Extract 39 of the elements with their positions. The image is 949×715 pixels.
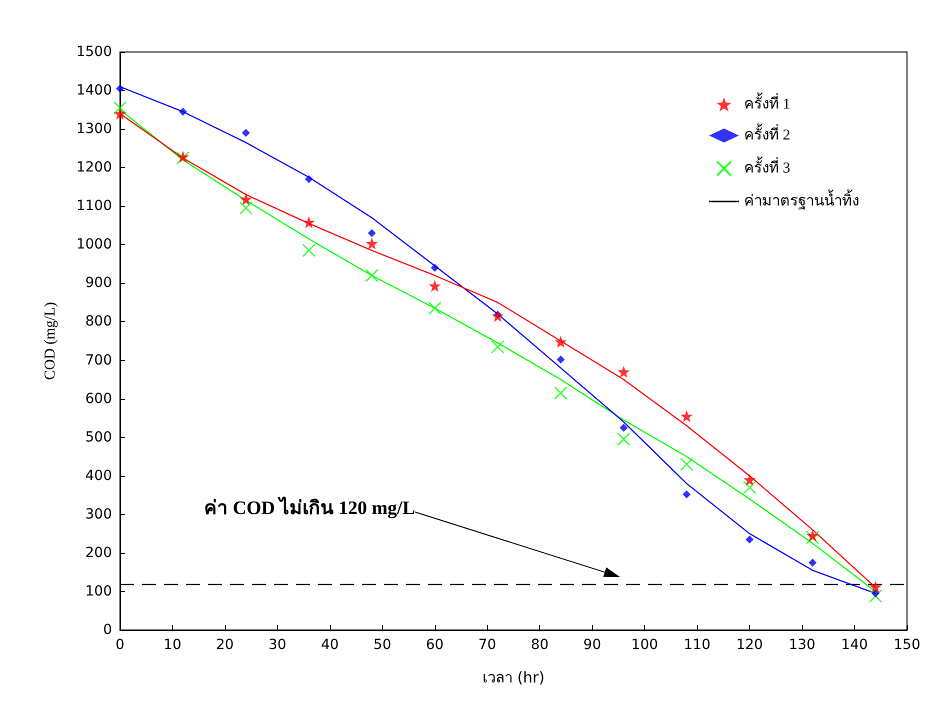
x-tick-label: 90 <box>583 637 602 653</box>
y-tick-label: 1000 <box>76 236 112 253</box>
x-tick-label: 110 <box>684 637 710 653</box>
legend-label: ค่ามาตรฐานน้ำทิ้ง <box>744 190 859 210</box>
x-tick-label: 0 <box>116 637 124 653</box>
y-tick-label: 800 <box>85 314 112 330</box>
x-tick-label: 140 <box>841 637 868 653</box>
x-tick-label: 130 <box>788 637 816 653</box>
y-tick-label: 1200 <box>76 160 112 176</box>
y-tick-label: 600 <box>85 390 112 407</box>
y-axis-title: COD (mg/L) <box>42 302 58 380</box>
x-tick-label: 80 <box>530 637 549 653</box>
y-tick-label: 500 <box>85 429 112 446</box>
y-tick-label: 1400 <box>76 82 112 99</box>
x-tick-label: 150 <box>894 637 920 653</box>
y-tick-label: 400 <box>85 468 112 484</box>
x-tick-label: 120 <box>736 637 763 653</box>
y-tick-label: 700 <box>85 352 112 368</box>
y-tick-label: 300 <box>85 506 112 522</box>
x-tick-label: 20 <box>216 637 234 653</box>
annotation: ค่า COD ไม่เกิน 120 mg/L <box>204 496 415 521</box>
y-tick-label: 1500 <box>76 44 112 60</box>
y-tick-label: 900 <box>85 275 112 292</box>
x-tick-label: 50 <box>373 637 392 653</box>
x-tick-label: 60 <box>426 637 444 653</box>
legend-label: ครั้งที่ 2 <box>744 124 790 144</box>
x-tick-label: 10 <box>164 637 182 653</box>
x-tick-label: 70 <box>478 637 496 653</box>
x-tick-label: 30 <box>268 637 286 653</box>
y-tick-label: 100 <box>85 583 112 600</box>
legend-label: ครั้งที่ 1 <box>744 92 790 112</box>
y-tick-label: 0 <box>103 622 112 638</box>
x-axis-title: เวลา (hr) <box>482 668 545 686</box>
x-tick-label: 100 <box>631 637 658 653</box>
y-tick-label: 1300 <box>76 121 112 138</box>
y-tick-label: 200 <box>85 544 112 561</box>
x-tick-label: 40 <box>320 637 339 653</box>
y-tick-label: 1100 <box>76 198 112 214</box>
legend-label: ครั้งที่ 3 <box>744 156 790 176</box>
